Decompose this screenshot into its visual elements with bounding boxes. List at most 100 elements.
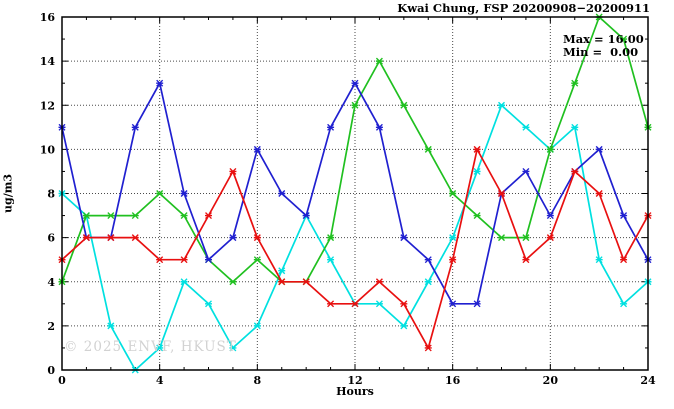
series-blue-marker — [327, 123, 335, 131]
series-red-marker — [327, 300, 335, 308]
series-blue-marker — [156, 79, 164, 87]
series-red-marker — [473, 145, 481, 153]
series-red-marker — [595, 190, 603, 197]
series-red-marker — [253, 234, 261, 242]
series-cyan-marker — [498, 101, 505, 109]
series-blue-marker — [205, 256, 212, 264]
series-red-marker — [424, 344, 432, 352]
y-axis-label: ug/m3 — [1, 174, 15, 213]
stats-legend: Max = 16.00 Min = 0.00 — [563, 33, 644, 59]
y-tick-label: 10 — [40, 143, 56, 156]
x-tick-label: 16 — [445, 374, 461, 387]
series-red-marker — [107, 234, 115, 242]
series-green-marker — [107, 212, 115, 220]
series-green-marker — [180, 212, 188, 220]
y-tick-label: 2 — [47, 320, 55, 333]
series-red-marker — [156, 256, 164, 264]
series-green-marker — [522, 234, 530, 242]
series-cyan-marker — [278, 267, 286, 275]
series-blue-marker — [424, 256, 432, 264]
series-cyan-marker — [156, 344, 164, 352]
series-blue-marker — [595, 145, 603, 153]
x-tick-label: 4 — [156, 374, 164, 387]
y-tick-label: 4 — [47, 276, 55, 289]
series-blue-marker — [473, 300, 481, 308]
chart-title: Kwai Chung, FSP 20200908−20200911 — [397, 1, 650, 15]
series-blue-marker — [375, 123, 383, 131]
series-red-marker — [278, 278, 286, 286]
series-red-marker — [571, 167, 579, 175]
series-cyan-marker — [107, 322, 115, 330]
series-cyan-marker — [522, 123, 530, 131]
series-cyan-marker — [180, 278, 188, 286]
series-green-marker — [473, 212, 481, 220]
series-blue-marker — [400, 234, 408, 242]
series-blue-marker — [131, 123, 139, 131]
series-cyan-marker — [424, 278, 432, 286]
plot-border — [61, 16, 649, 371]
x-tick-label: 0 — [58, 374, 66, 387]
series-blue-marker — [229, 234, 237, 242]
x-tick-label: 20 — [543, 374, 559, 387]
series-green-marker — [131, 212, 139, 220]
series-cyan-marker — [253, 322, 261, 330]
series-green-marker — [229, 278, 237, 286]
series-green-marker — [546, 145, 554, 153]
series-green-marker — [253, 256, 261, 264]
series-green-marker — [498, 234, 505, 242]
series-blue-marker — [522, 167, 530, 175]
y-tick-label: 6 — [47, 232, 55, 245]
series-red-marker — [205, 212, 212, 220]
series-red-marker — [229, 167, 237, 175]
series-green-marker — [156, 190, 164, 197]
series-green-marker — [327, 234, 335, 242]
series-red-marker — [620, 256, 628, 264]
series-cyan-marker — [400, 322, 408, 330]
series-blue-marker — [302, 212, 310, 220]
series-blue-marker — [449, 300, 457, 308]
series-green-marker — [400, 101, 408, 109]
series-cyan-marker — [205, 300, 212, 308]
series-green-marker — [620, 35, 628, 43]
series-green-marker — [351, 101, 359, 109]
x-tick-label: 12 — [347, 374, 362, 387]
legend-max-label: Max = 16.00 — [563, 32, 644, 46]
x-axis-label: Hours — [336, 385, 374, 398]
series-red-marker — [449, 256, 457, 264]
series-blue-marker — [351, 79, 359, 87]
series-cyan-marker — [375, 300, 383, 308]
series-green-marker — [375, 57, 383, 65]
series-red-marker — [498, 190, 505, 197]
series-cyan-marker — [571, 123, 579, 131]
series-red-marker — [180, 256, 188, 264]
series-blue-marker — [278, 190, 286, 197]
series-red-marker — [131, 234, 139, 242]
series-red-marker — [375, 278, 383, 286]
series-blue-marker — [180, 190, 188, 197]
series-red-marker — [400, 300, 408, 308]
series-cyan-marker — [449, 234, 457, 242]
y-tick-label: 16 — [40, 11, 56, 24]
series-blue-marker — [253, 145, 261, 153]
y-tick-label: 8 — [47, 188, 55, 201]
series-green-marker — [424, 145, 432, 153]
series-blue-marker — [620, 212, 628, 220]
series-blue-marker — [546, 212, 554, 220]
series-green-marker — [449, 190, 457, 197]
series-cyan-marker — [327, 256, 335, 264]
watermark: © 2025 ENVF, HKUST — [64, 339, 237, 355]
x-tick-label: 24 — [640, 374, 656, 387]
y-tick-label: 14 — [40, 55, 56, 68]
x-tick-label: 8 — [254, 374, 262, 387]
y-tick-label: 12 — [40, 99, 55, 112]
series-cyan-marker — [473, 167, 481, 175]
series-cyan-marker — [620, 300, 628, 308]
series-green-marker — [571, 79, 579, 87]
series-red-marker — [351, 300, 359, 308]
legend-min-label: Min = 0.00 — [563, 45, 639, 59]
series-red-marker — [302, 278, 310, 286]
series-red-marker — [522, 256, 530, 264]
series-green-marker — [82, 212, 90, 220]
